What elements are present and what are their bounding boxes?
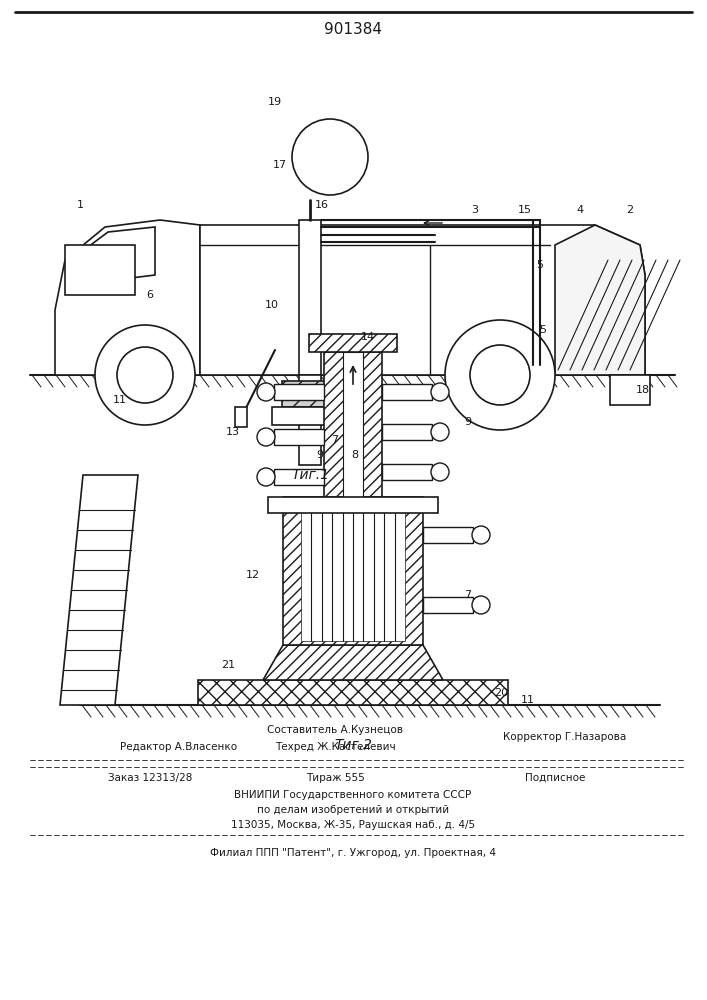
Bar	[235, 407, 247, 427]
Text: 3: 3	[472, 205, 479, 215]
Text: 9: 9	[317, 450, 324, 460]
Text: 113035, Москва, Ж-35, Раушская наб., д. 4/5: 113035, Москва, Ж-35, Раушская наб., д. …	[231, 820, 475, 830]
Polygon shape	[423, 527, 473, 543]
Bar	[268, 497, 438, 513]
Text: 20: 20	[494, 688, 508, 698]
Bar	[610, 375, 650, 405]
Text: 14: 14	[361, 332, 375, 342]
Text: 5: 5	[539, 325, 547, 335]
Text: 8: 8	[351, 450, 358, 460]
Text: 12: 12	[246, 570, 260, 580]
Polygon shape	[423, 597, 473, 613]
Bar	[282, 395, 338, 407]
Ellipse shape	[281, 340, 303, 350]
Circle shape	[431, 383, 449, 401]
Text: 7: 7	[332, 435, 339, 445]
Bar	[299, 220, 321, 375]
Text: 21: 21	[221, 660, 235, 670]
Text: 19: 19	[268, 97, 282, 107]
Circle shape	[470, 345, 530, 405]
Text: 5: 5	[537, 260, 544, 270]
Polygon shape	[68, 227, 155, 280]
Ellipse shape	[281, 308, 303, 318]
Bar	[299, 375, 321, 465]
Polygon shape	[555, 225, 645, 375]
Circle shape	[257, 468, 275, 486]
Text: Подписное: Подписное	[525, 773, 585, 783]
Circle shape	[472, 526, 490, 544]
Bar	[301, 501, 405, 641]
Text: 16: 16	[315, 200, 329, 210]
Text: Тираж 555: Тираж 555	[305, 773, 364, 783]
Circle shape	[257, 383, 275, 401]
Text: по делам изобретений и открытий: по делам изобретений и открытий	[257, 805, 449, 815]
Circle shape	[431, 463, 449, 481]
Text: Заказ 12313/28: Заказ 12313/28	[108, 773, 192, 783]
Text: Τиг.2: Τиг.2	[334, 738, 372, 752]
Circle shape	[292, 119, 368, 195]
Bar	[65, 245, 135, 295]
Bar	[324, 352, 382, 497]
Circle shape	[445, 320, 555, 430]
Bar	[282, 381, 338, 393]
Polygon shape	[60, 475, 138, 705]
Polygon shape	[55, 220, 200, 375]
Text: 4: 4	[576, 205, 583, 215]
Polygon shape	[263, 645, 443, 680]
Ellipse shape	[281, 260, 303, 270]
Polygon shape	[200, 225, 645, 375]
Text: 7: 7	[464, 590, 472, 600]
Polygon shape	[382, 384, 432, 400]
Bar	[198, 680, 508, 705]
Bar	[283, 497, 423, 645]
Text: Τиг.1: Τиг.1	[291, 468, 329, 482]
Circle shape	[472, 596, 490, 614]
Bar	[309, 334, 397, 352]
Text: 1: 1	[76, 200, 83, 210]
Polygon shape	[382, 464, 432, 480]
Text: 901384: 901384	[324, 22, 382, 37]
Text: Филиал ППП "Патент", г. Ужгород, ул. Проектная, 4: Филиал ППП "Патент", г. Ужгород, ул. Про…	[210, 848, 496, 858]
Circle shape	[257, 428, 275, 446]
Text: 9: 9	[464, 417, 472, 427]
Text: 18: 18	[636, 385, 650, 395]
Ellipse shape	[281, 324, 303, 334]
Polygon shape	[274, 469, 324, 485]
Text: Составитель А.Кузнецов: Составитель А.Кузнецов	[267, 725, 403, 735]
Text: Техред Ж.Кастелевич: Техред Ж.Кастелевич	[275, 742, 395, 752]
Circle shape	[95, 325, 195, 425]
Text: Корректор Г.Назарова: Корректор Г.Назарова	[503, 732, 626, 742]
Ellipse shape	[281, 292, 303, 302]
Polygon shape	[274, 384, 324, 400]
Bar	[272, 407, 348, 425]
Text: ВНИИПИ Государственного комитета СССР: ВНИИПИ Государственного комитета СССР	[235, 790, 472, 800]
Bar	[343, 352, 363, 497]
Ellipse shape	[281, 276, 303, 286]
Polygon shape	[274, 429, 324, 445]
Text: 11: 11	[113, 395, 127, 405]
Circle shape	[117, 347, 173, 403]
Text: 15: 15	[518, 205, 532, 215]
Text: 13: 13	[226, 427, 240, 437]
Polygon shape	[382, 424, 432, 440]
Text: Редактор А.Власенко: Редактор А.Власенко	[120, 742, 237, 752]
Text: 17: 17	[273, 160, 287, 170]
Text: 2: 2	[626, 205, 633, 215]
Text: 11: 11	[521, 695, 535, 705]
Circle shape	[431, 423, 449, 441]
Text: 6: 6	[146, 290, 153, 300]
Text: 10: 10	[265, 300, 279, 310]
